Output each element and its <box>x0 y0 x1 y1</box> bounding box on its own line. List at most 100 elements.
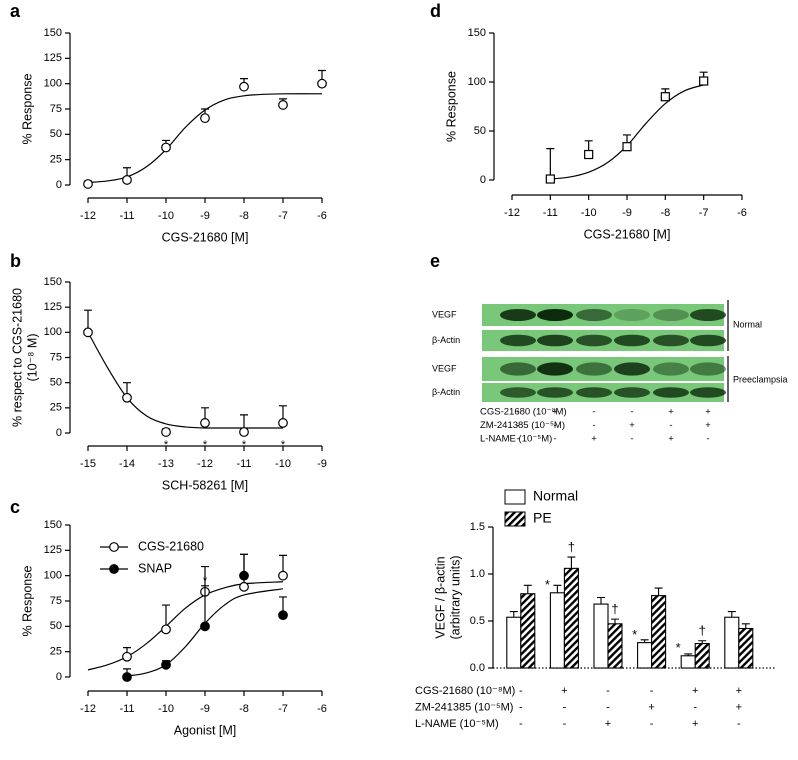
y-tick-label: 1.5 <box>470 521 485 533</box>
legend-marker <box>109 542 119 552</box>
treatment-sign: + <box>736 701 742 713</box>
treatment-sign: + <box>648 701 654 713</box>
marker <box>83 179 93 189</box>
significance-mark: * <box>242 439 247 451</box>
x-tick-label: -6 <box>317 210 327 222</box>
significance-mark: † <box>568 540 575 555</box>
x-tick-label: -11 <box>119 210 134 222</box>
blot-band <box>690 308 726 322</box>
x-tick-label: -6 <box>317 703 327 715</box>
blot-band <box>537 387 573 398</box>
x-axis-label: CGS-21680 [M] <box>162 230 249 244</box>
x-tick-label: -11 <box>236 458 251 470</box>
x-tick-label: -9 <box>317 458 327 470</box>
x-tick-label: -12 <box>80 703 96 715</box>
treatment-sign: - <box>563 718 567 730</box>
bar <box>651 595 667 669</box>
marker <box>239 81 249 92</box>
blot-band <box>653 308 689 322</box>
blot-band <box>500 308 536 322</box>
treatment-sign: + <box>629 420 635 431</box>
panel-label: a <box>10 1 21 21</box>
fit-curve <box>550 84 704 180</box>
error-bar <box>201 585 209 627</box>
y-tick-label: 0 <box>56 179 62 191</box>
x-tick-label: -11 <box>119 703 134 715</box>
treatment-label: CGS-21680 (10⁻⁸M) <box>415 685 515 697</box>
blot-row-label: VEGF <box>432 309 457 319</box>
blot-band <box>653 334 689 347</box>
blot-band <box>500 362 536 376</box>
treatment-sign: - <box>516 407 519 418</box>
y-tick-label: 100 <box>468 76 486 88</box>
y-tick-label: 100 <box>44 570 62 582</box>
blot-band <box>690 387 726 398</box>
y-tick-label: 50 <box>50 128 62 140</box>
y-tick-label: 0 <box>480 174 486 186</box>
significance-mark: † <box>611 602 618 617</box>
x-tick-label: -10 <box>581 207 597 219</box>
y-axis-label: % Response <box>20 74 34 145</box>
x-axis-label: SCH-58261 [M] <box>162 478 248 492</box>
blot-band <box>537 308 573 322</box>
y-tick-label: 125 <box>44 544 62 556</box>
x-axis-label: CGS-21680 [M] <box>584 227 671 241</box>
y-tick-label: 25 <box>50 154 62 166</box>
bar <box>520 593 536 669</box>
y-tick-label: 150 <box>468 27 486 39</box>
x-tick-label: -9 <box>622 207 632 219</box>
y-tick-label: 75 <box>50 595 62 607</box>
y-tick-label: 25 <box>50 646 62 658</box>
marker <box>200 621 210 632</box>
y-tick-label: 100 <box>44 326 62 338</box>
treatment-sign: + <box>705 407 711 418</box>
bar <box>607 623 623 669</box>
fit-curve <box>87 332 283 429</box>
y-tick-label: 75 <box>50 103 62 115</box>
blot-band <box>576 308 612 322</box>
marker <box>317 78 327 89</box>
legend-swatch <box>504 489 526 505</box>
error-bar <box>546 148 555 180</box>
treatment-sign: - <box>606 701 610 713</box>
x-tick-label: -12 <box>197 458 213 470</box>
marker <box>161 427 171 437</box>
y-tick-label: 100 <box>44 78 62 90</box>
significance-mark: * <box>164 439 169 451</box>
bar <box>694 643 710 669</box>
marker <box>278 100 288 110</box>
treatment-sign: + <box>692 685 698 697</box>
treatment-sign: - <box>519 685 523 697</box>
y-tick-label: 125 <box>44 301 62 313</box>
x-tick-label: -8 <box>239 210 249 222</box>
blot-band <box>537 362 573 376</box>
blot-band <box>576 387 612 398</box>
legend-marker <box>109 564 119 574</box>
treatment-sign: - <box>737 718 741 730</box>
blot-row-label: β-Actin <box>432 335 460 345</box>
treatment-label: ZM-241385 (10⁻⁵M) <box>415 701 513 713</box>
treatment-sign: + <box>705 420 711 431</box>
treatment-sign: + <box>668 434 674 445</box>
x-tick-label: -15 <box>80 458 96 470</box>
marker <box>161 624 171 635</box>
marker <box>278 570 288 581</box>
blot-band <box>614 334 650 347</box>
y-tick-label: 50 <box>50 620 62 632</box>
x-tick-label: -6 <box>737 207 747 219</box>
x-tick-label: -11 <box>543 207 558 219</box>
bar <box>593 603 609 669</box>
y-tick-label: 25 <box>50 402 62 414</box>
significance-mark: * <box>632 627 637 642</box>
marker <box>122 672 132 682</box>
blot-band <box>537 334 573 347</box>
y-tick-label: 1.0 <box>470 568 485 580</box>
treatment-sign: - <box>592 407 595 418</box>
treatment-sign: - <box>553 420 556 431</box>
treatment-sign: - <box>706 434 709 445</box>
marker <box>83 327 93 338</box>
y-tick-label: 150 <box>44 276 62 288</box>
legend-swatch <box>504 511 526 527</box>
y-tick-label: 50 <box>50 377 62 389</box>
marker <box>122 392 132 403</box>
